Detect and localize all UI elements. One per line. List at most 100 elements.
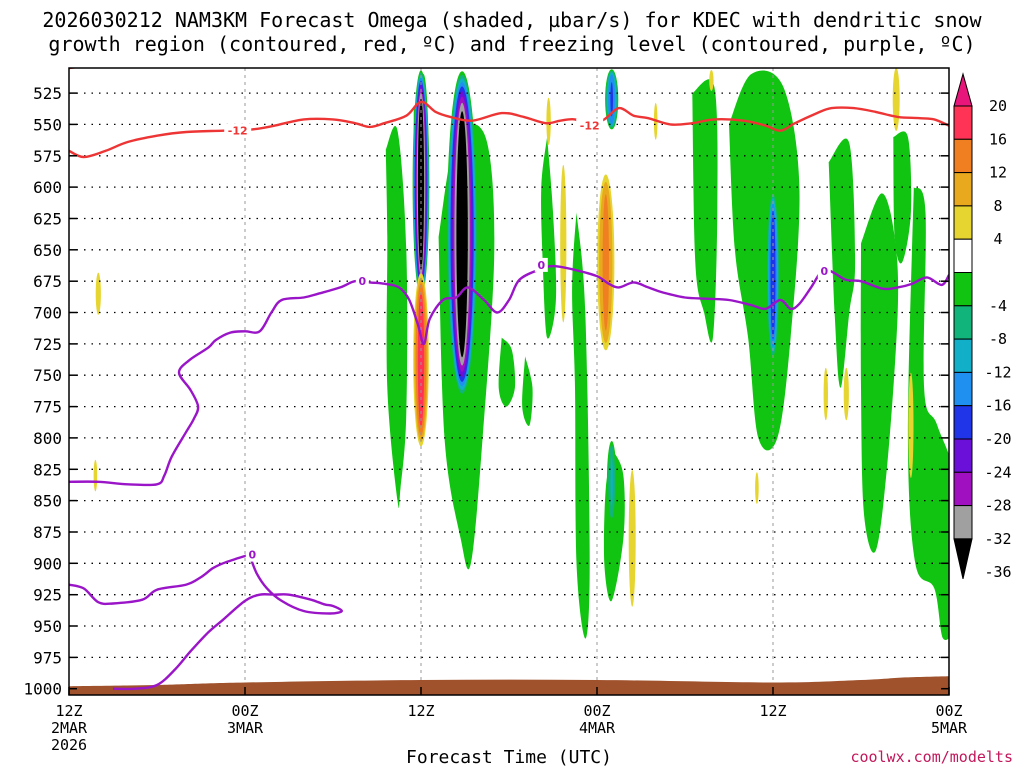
colorbar-tick-label: -8: [989, 330, 1007, 348]
omega-region-weak-ascent: [907, 187, 949, 640]
ground-fill: [69, 676, 949, 695]
colorbar-tick-label: -36: [984, 563, 1011, 581]
y-axis: 525 550 575 600 625 650 675 700 725 750 775 800 825 8…: [23, 84, 949, 699]
y-tick-label: 925: [33, 586, 62, 605]
plot-frame: [68, 67, 950, 696]
colorbar-band: [953, 105, 973, 140]
omega-region-weak-ascent: [893, 131, 912, 264]
x-tick-label: 12Z: [759, 702, 786, 720]
y-tick-label: 825: [33, 460, 62, 479]
y-tick-label: 800: [33, 429, 62, 448]
snow-growth-contour-label-bg: [576, 118, 604, 133]
omega-cell: [908, 372, 914, 478]
y-tick-label: 625: [33, 210, 62, 229]
y-tick-label: 775: [33, 398, 62, 417]
snow-growth-contour-label: -12: [228, 125, 248, 138]
freezing-level-contour-line: [69, 264, 949, 487]
omega-cell: [546, 97, 551, 145]
omega-region-weak-ascent: [729, 70, 800, 451]
x-tick-label: 00Z: [583, 702, 610, 720]
x-tick-label: 5MAR: [931, 719, 968, 737]
y-tick-label: 750: [33, 366, 62, 385]
omega-region-weak-ascent: [828, 138, 856, 388]
omega-region-weak-ascent: [572, 212, 590, 639]
freezing-level-contour-line: [112, 554, 343, 691]
omega-core: [771, 226, 775, 324]
colorbar-tick-label: -16: [984, 397, 1011, 415]
omega-cell: [843, 367, 849, 421]
omega-region-weak-ascent: [498, 337, 516, 407]
snow-growth-contour-label: -12: [580, 120, 600, 133]
colorbar-tick-label: -4: [989, 297, 1007, 315]
colorbar-tick-label: 8: [993, 197, 1002, 215]
colorbar-tick-label: 4: [993, 230, 1002, 248]
credit-text[interactable]: coolwx.com/modelts: [850, 748, 1013, 766]
y-tick-label: 525: [33, 84, 62, 103]
omega-core: [419, 120, 423, 248]
freezing-level-contour-label: 0: [537, 259, 545, 272]
omega-cell: [606, 441, 617, 523]
y-tick-label: 725: [33, 335, 62, 354]
omega-core: [547, 105, 550, 137]
colorbar-tick-label: 20: [989, 97, 1007, 115]
omega-core: [910, 390, 912, 460]
colorbar-band: [953, 405, 973, 440]
omega-region-weak-ascent: [692, 79, 718, 343]
ground-terrain: [69, 676, 949, 695]
x-tick-label: 3MAR: [227, 719, 264, 737]
x-tick-label: 12Z: [55, 702, 82, 720]
colorbar-band: [953, 471, 973, 507]
colorbar-band: [953, 371, 973, 407]
colorbar-band: [953, 172, 973, 207]
chart-title-line-1: 2026030212 NAM3KM Forecast Omega (shaded…: [42, 8, 982, 32]
colorbar-tick-label: 12: [989, 164, 1007, 182]
contours: -12 -12 0 0 0 0: [69, 68, 949, 691]
omega-region-weak-ascent: [522, 356, 533, 426]
freezing-level-contour-label: 0: [358, 275, 366, 288]
y-tick-label: 550: [33, 115, 62, 134]
colorbar-tick-label: -24: [984, 463, 1011, 481]
omega-cell: [755, 472, 759, 504]
colorbar-bottom-cap: [953, 538, 973, 580]
y-tick-label: 950: [33, 617, 62, 636]
x-tick-label: 2MAR: [51, 719, 88, 737]
y-tick-label: 600: [33, 178, 62, 197]
omega-cell: [446, 71, 478, 398]
chart-title-line-2: growth region (contoured, red, ºC) and f…: [48, 32, 975, 56]
colorbar-tick-label: -12: [984, 363, 1011, 381]
freezing-level-contour-label-bg: [817, 264, 831, 279]
colorbar-tick-label: 16: [989, 130, 1007, 148]
freezing-level-contour-label-bg: [245, 547, 259, 562]
omega-core: [825, 376, 827, 412]
omega-core: [710, 73, 713, 88]
snow-growth-contour-line: [69, 100, 949, 159]
colorbar-band: [953, 205, 973, 240]
colorbar-top-cap: [953, 72, 973, 107]
freezing-level-contour-line: [69, 553, 250, 606]
freezing-level-contour-label-bg: [355, 274, 369, 289]
omega-region-weak-ascent: [385, 125, 408, 509]
y-tick-label: 675: [33, 272, 62, 291]
x-tick-label: 00Z: [231, 702, 258, 720]
omega-cell: [413, 272, 429, 447]
colorbar-band: [953, 438, 973, 473]
colorbar-band: [953, 505, 973, 540]
omega-core: [604, 210, 608, 315]
x-tick-label: 12Z: [407, 702, 434, 720]
freezing-level-contour-label: 0: [248, 549, 256, 562]
omega-cell: [709, 70, 714, 91]
omega-cell: [605, 69, 619, 130]
omega-region-weak-ascent: [541, 137, 557, 339]
omega-core: [631, 493, 634, 584]
omega-core: [610, 82, 613, 117]
omega-core: [97, 279, 100, 308]
y-tick-label: 875: [33, 523, 62, 542]
colorbar-tick-label: -28: [984, 497, 1011, 515]
colorbar: 20 16 12 8 4 -4 -8 -12 -16 -20 -24 -28 -32 -36: [953, 72, 1012, 581]
y-tick-label: 575: [33, 147, 62, 166]
x-tick-label: 4MAR: [579, 719, 616, 737]
y-tick-label: 700: [33, 304, 62, 323]
y-tick-label: 850: [33, 492, 62, 511]
